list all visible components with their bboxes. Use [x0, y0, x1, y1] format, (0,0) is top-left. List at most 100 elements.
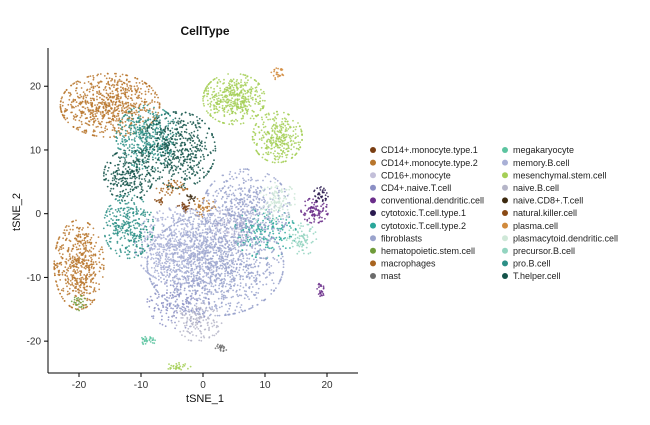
data-point — [197, 228, 200, 231]
data-point — [75, 115, 78, 118]
data-point — [172, 262, 175, 265]
data-point — [188, 302, 191, 305]
data-point — [257, 114, 260, 116]
data-point — [231, 272, 234, 275]
data-point — [239, 192, 242, 195]
data-point — [228, 250, 230, 253]
data-point — [224, 243, 227, 246]
data-point — [154, 217, 157, 220]
data-point — [205, 272, 208, 274]
data-point — [86, 240, 89, 242]
data-point — [158, 254, 161, 257]
data-point — [281, 224, 283, 227]
data-point — [190, 265, 193, 267]
data-point — [172, 256, 174, 259]
data-point — [266, 239, 269, 242]
data-point — [165, 260, 168, 263]
data-point — [192, 220, 195, 223]
data-point — [72, 261, 75, 264]
data-point — [317, 209, 320, 211]
data-point — [254, 209, 256, 212]
data-point — [208, 213, 211, 215]
data-point — [286, 224, 288, 227]
data-point — [117, 93, 120, 95]
data-point — [124, 93, 127, 96]
data-point — [228, 244, 230, 246]
data-point — [223, 246, 226, 249]
data-point — [77, 267, 80, 269]
data-point — [189, 210, 192, 212]
data-point — [121, 118, 123, 121]
data-point — [228, 260, 231, 262]
data-point — [165, 243, 167, 246]
data-point — [93, 121, 95, 124]
data-point — [63, 229, 66, 232]
data-point — [99, 248, 102, 251]
data-point — [149, 278, 151, 280]
data-point — [177, 265, 180, 268]
data-point — [198, 233, 201, 235]
data-point — [189, 239, 191, 242]
data-point — [241, 310, 244, 313]
data-point — [208, 231, 211, 234]
data-point — [167, 184, 170, 187]
data-point — [250, 212, 252, 215]
data-point — [219, 244, 221, 247]
data-point — [81, 295, 83, 297]
data-point — [157, 233, 160, 236]
data-point — [191, 225, 194, 228]
data-point — [236, 293, 239, 296]
data-point — [233, 279, 236, 281]
data-point — [259, 230, 262, 233]
data-point — [114, 106, 116, 109]
data-point — [121, 102, 124, 105]
data-point — [229, 220, 231, 223]
data-point — [214, 214, 216, 217]
data-point — [202, 270, 205, 272]
data-point — [95, 263, 98, 266]
data-point — [304, 200, 306, 203]
data-point — [171, 237, 174, 240]
data-point — [207, 282, 209, 285]
data-point — [152, 338, 155, 341]
data-point — [150, 247, 153, 250]
data-point — [258, 251, 260, 254]
data-point — [59, 279, 62, 281]
data-point — [174, 211, 176, 214]
data-point — [242, 228, 245, 231]
data-point — [88, 264, 90, 267]
data-point — [198, 206, 201, 209]
data-point — [247, 267, 250, 270]
data-point — [206, 245, 208, 248]
data-point — [117, 97, 120, 100]
series-cd14-monocyte-type-1 — [176, 201, 193, 214]
data-point — [243, 290, 246, 292]
data-point — [157, 252, 160, 255]
data-point — [225, 265, 227, 268]
data-point — [77, 80, 80, 83]
data-point — [92, 113, 94, 116]
data-point — [183, 255, 185, 258]
data-point — [321, 291, 324, 293]
data-point — [212, 116, 214, 119]
data-point — [74, 113, 77, 116]
data-point — [150, 227, 153, 230]
data-point — [214, 289, 217, 292]
data-point — [63, 270, 66, 273]
data-point — [162, 225, 165, 228]
data-point — [64, 234, 67, 237]
data-point — [244, 77, 247, 79]
data-point — [198, 243, 201, 246]
data-point — [215, 189, 218, 192]
data-point — [76, 92, 79, 95]
data-point — [205, 266, 208, 269]
data-point — [61, 257, 64, 260]
data-point — [230, 265, 233, 268]
data-point — [130, 94, 133, 96]
data-point — [173, 245, 175, 248]
data-point — [76, 281, 78, 284]
data-point — [244, 193, 246, 196]
data-point — [312, 198, 314, 201]
data-point — [86, 76, 89, 78]
data-point — [74, 272, 76, 274]
